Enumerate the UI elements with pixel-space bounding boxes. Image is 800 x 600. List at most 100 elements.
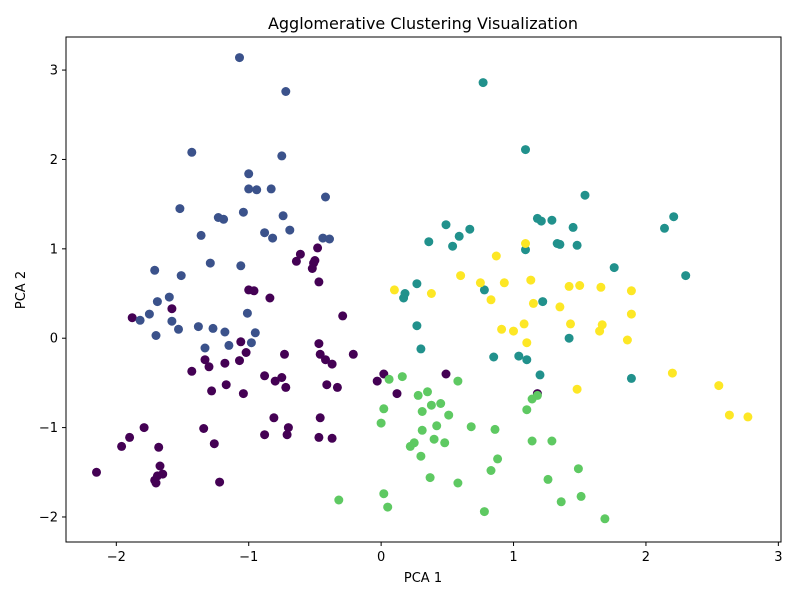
data-point-cluster-4 — [714, 381, 724, 391]
data-point-cluster-1 — [187, 147, 197, 157]
data-point-cluster-1 — [250, 328, 260, 338]
data-point-cluster-3 — [493, 454, 503, 464]
data-point-cluster-0 — [372, 376, 382, 386]
data-point-cluster-0 — [260, 371, 270, 381]
y-axis: −2 −1 0 1 2 3 — [39, 64, 66, 525]
data-point-cluster-1 — [285, 225, 295, 235]
data-point-cluster-4 — [426, 289, 436, 298]
data-point-cluster-0 — [235, 356, 244, 366]
data-point-cluster-0 — [441, 369, 451, 379]
data-point-cluster-4 — [499, 278, 509, 288]
data-point-cluster-2 — [522, 355, 532, 365]
data-point-cluster-0 — [221, 380, 231, 390]
data-point-cluster-0 — [92, 467, 101, 477]
data-point-cluster-3 — [453, 376, 463, 386]
y-tick-label: −2 — [39, 510, 58, 525]
data-point-cluster-2 — [489, 352, 499, 362]
data-point-cluster-0 — [338, 311, 348, 321]
data-point-cluster-0 — [241, 348, 251, 357]
x-tick-label: 1 — [509, 550, 517, 565]
data-point-cluster-3 — [379, 404, 389, 414]
data-point-cluster-0 — [236, 337, 246, 347]
data-point-cluster-4 — [486, 295, 496, 305]
data-point-cluster-2 — [547, 215, 557, 225]
points-layer — [92, 53, 753, 524]
data-point-cluster-1 — [281, 87, 291, 96]
data-point-cluster-1 — [268, 233, 278, 243]
data-point-cluster-3 — [486, 466, 496, 475]
data-point-cluster-2 — [478, 78, 488, 88]
data-point-cluster-0 — [238, 389, 248, 399]
data-point-cluster-4 — [521, 239, 530, 248]
data-point-cluster-1 — [208, 323, 218, 333]
data-point-cluster-0 — [139, 423, 149, 433]
data-point-cluster-2 — [441, 220, 451, 230]
data-point-cluster-2 — [448, 241, 458, 251]
x-axis: −2 −1 0 1 2 3 — [107, 542, 782, 565]
data-point-cluster-0 — [283, 423, 293, 433]
data-point-cluster-3 — [479, 507, 489, 517]
data-point-cluster-2 — [536, 216, 546, 226]
data-point-cluster-3 — [527, 436, 537, 446]
data-point-cluster-2 — [572, 240, 582, 250]
data-point-cluster-2 — [412, 279, 422, 289]
data-point-cluster-4 — [622, 335, 632, 345]
data-point-cluster-4 — [626, 309, 636, 319]
data-point-cluster-2 — [660, 223, 669, 233]
data-point-cluster-0 — [265, 293, 275, 303]
data-point-cluster-4 — [475, 278, 485, 288]
data-point-cluster-1 — [150, 265, 160, 275]
y-tick-label: 3 — [50, 64, 58, 79]
data-point-cluster-1 — [205, 258, 215, 268]
data-point-cluster-4 — [564, 281, 574, 291]
data-point-cluster-4 — [667, 368, 677, 378]
data-point-cluster-0 — [310, 256, 320, 265]
data-point-cluster-1 — [219, 214, 229, 224]
data-point-cluster-2 — [538, 297, 548, 307]
data-point-cluster-0 — [348, 349, 358, 359]
data-point-cluster-3 — [413, 390, 423, 400]
data-point-cluster-0 — [291, 256, 301, 266]
data-point-cluster-3 — [532, 390, 542, 400]
data-point-cluster-1 — [318, 233, 328, 243]
data-point-cluster-3 — [417, 425, 427, 435]
data-point-cluster-2 — [564, 333, 574, 343]
chart-title: Agglomerative Clustering Visualization — [268, 14, 578, 33]
data-point-cluster-1 — [235, 53, 244, 63]
data-point-cluster-1 — [151, 331, 161, 340]
data-point-cluster-0 — [332, 382, 342, 392]
data-point-cluster-0 — [281, 382, 291, 392]
data-point-cluster-2 — [424, 237, 434, 247]
x-tick-label: 0 — [377, 550, 385, 565]
data-point-cluster-3 — [600, 514, 610, 524]
data-point-cluster-2 — [609, 263, 619, 273]
data-point-cluster-1 — [244, 169, 254, 179]
data-point-cluster-1 — [167, 316, 177, 326]
data-point-cluster-1 — [164, 292, 174, 302]
data-point-cluster-0 — [117, 441, 127, 451]
data-point-cluster-1 — [246, 338, 256, 348]
data-point-cluster-0 — [200, 355, 210, 365]
data-point-cluster-1 — [260, 228, 270, 238]
data-point-cluster-1 — [224, 340, 234, 350]
data-point-cluster-0 — [155, 461, 165, 471]
data-point-cluster-3 — [426, 400, 436, 410]
data-point-cluster-0 — [295, 249, 305, 259]
data-point-cluster-3 — [429, 434, 439, 444]
data-point-cluster-0 — [315, 413, 325, 423]
data-point-cluster-3 — [383, 502, 393, 512]
data-point-cluster-3 — [425, 473, 435, 483]
data-point-cluster-2 — [669, 212, 679, 222]
data-point-cluster-4 — [528, 298, 538, 308]
data-point-cluster-4 — [566, 319, 575, 329]
data-point-cluster-3 — [440, 438, 450, 448]
data-point-cluster-3 — [453, 478, 463, 488]
data-point-cluster-0 — [249, 286, 259, 296]
data-point-cluster-2 — [580, 190, 590, 200]
y-tick-label: 0 — [50, 332, 58, 347]
data-point-cluster-0 — [204, 362, 214, 372]
data-point-cluster-1 — [277, 151, 287, 161]
data-point-cluster-1 — [152, 297, 162, 307]
data-point-cluster-2 — [626, 373, 636, 383]
